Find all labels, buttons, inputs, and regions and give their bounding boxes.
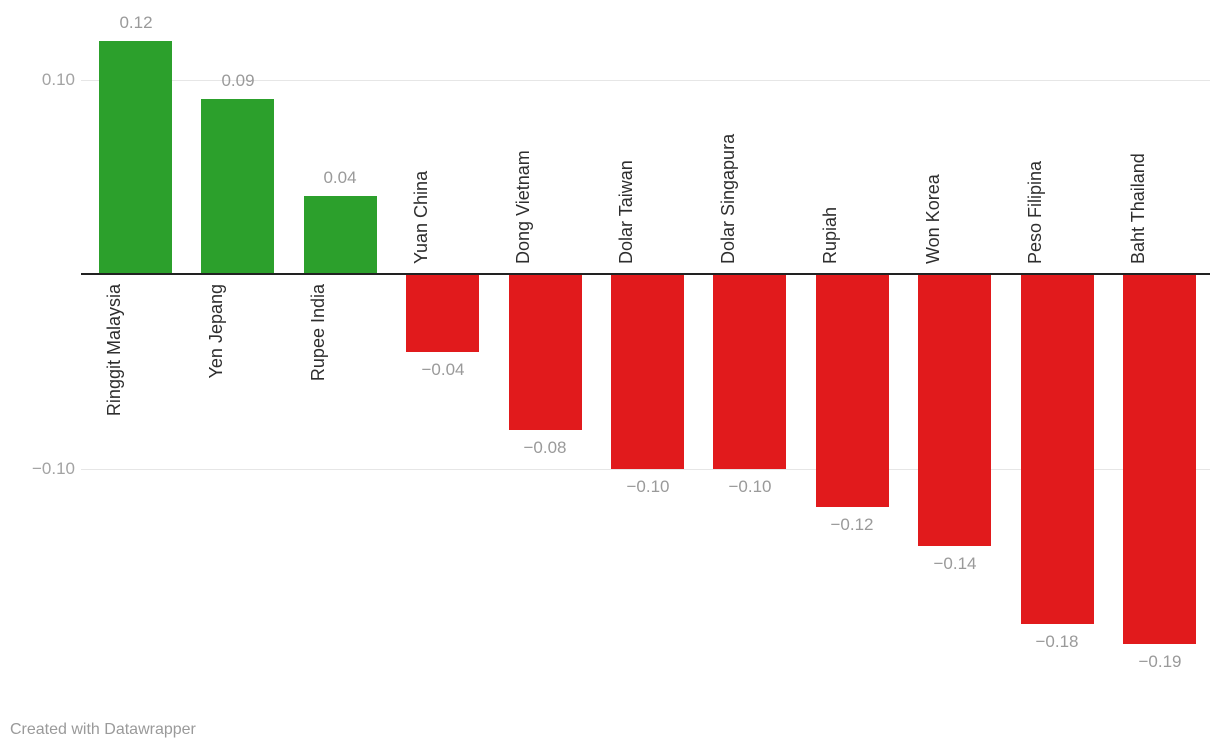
bar-yen-jepang[interactable]: [201, 99, 274, 274]
y-axis-tick-label: −0.10: [31, 459, 75, 478]
category-label: Dolar Taiwan: [616, 160, 636, 264]
category-label: Rupiah: [820, 206, 840, 264]
bar-peso-filipina[interactable]: [1021, 274, 1094, 624]
bar-value-label: 0.09: [221, 71, 255, 90]
category-label: Dong Vietnam: [513, 150, 533, 264]
gridline: [81, 80, 1210, 81]
category-label: Peso Filipina: [1025, 160, 1045, 264]
category-label: Won Korea: [923, 174, 943, 264]
gridline: [81, 469, 1210, 470]
bar-won-korea[interactable]: [918, 274, 991, 546]
y-axis-tick-label: 0.10: [41, 70, 75, 89]
category-label: Yen Jepang: [206, 284, 226, 379]
bar-dolar-singapura[interactable]: [713, 274, 786, 469]
bar-value-label: −0.10: [626, 477, 670, 496]
bar-value-label: −0.04: [421, 360, 465, 379]
datawrapper-credit-link[interactable]: Created with Datawrapper: [10, 721, 196, 738]
bar-dolar-taiwan[interactable]: [611, 274, 684, 469]
category-label: Rupee India: [308, 284, 328, 382]
bar-rupee-india[interactable]: [304, 196, 377, 274]
bar-ringgit-malaysia[interactable]: [99, 41, 172, 274]
category-label: Baht Thailand: [1128, 153, 1148, 264]
bar-dong-vietnam[interactable]: [509, 274, 582, 430]
x-axis-line: [81, 273, 1210, 275]
bar-rupiah[interactable]: [816, 274, 889, 507]
bar-value-label: −0.08: [523, 438, 567, 457]
bar-value-label: −0.19: [1138, 652, 1182, 671]
bar-value-label: −0.18: [1035, 632, 1079, 651]
category-label: Dolar Singapura: [718, 133, 738, 264]
bar-value-label: −0.14: [933, 554, 977, 573]
bar-baht-thailand[interactable]: [1123, 274, 1196, 644]
bar-yuan-china[interactable]: [406, 274, 479, 352]
category-label: Yuan China: [411, 170, 431, 264]
bar-value-label: 0.12: [119, 13, 153, 32]
category-label: Ringgit Malaysia: [104, 284, 124, 417]
bar-value-label: −0.12: [830, 515, 874, 534]
bar-value-label: 0.04: [323, 168, 357, 187]
bar-value-label: −0.10: [728, 477, 772, 496]
